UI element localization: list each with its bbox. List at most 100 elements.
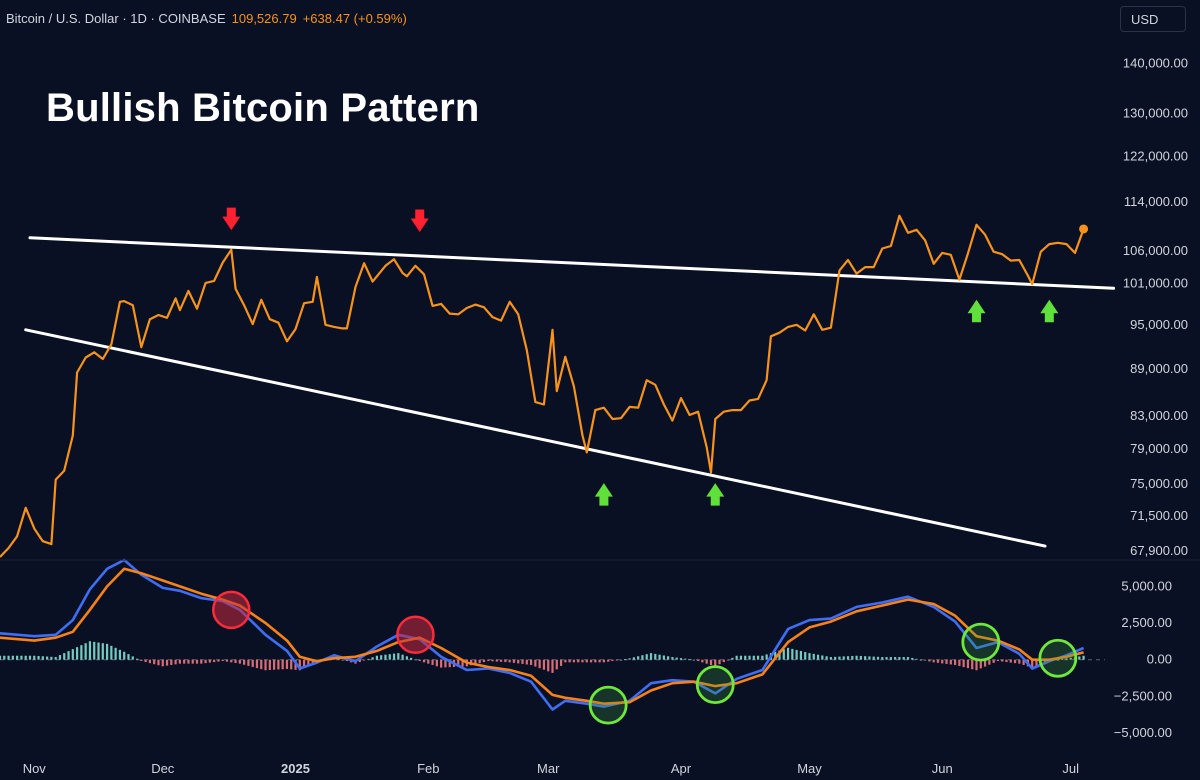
histogram-bar — [384, 654, 387, 660]
macd-axis-label: 5,000.00 — [1121, 578, 1172, 593]
histogram-bar — [675, 657, 678, 660]
x-axis-label: 2025 — [281, 761, 310, 776]
histogram-bar — [1069, 657, 1072, 660]
histogram-bar — [521, 659, 524, 664]
histogram-bar — [371, 657, 374, 660]
histogram-bar — [919, 659, 922, 661]
histogram-bar — [551, 659, 554, 673]
histogram-bar — [307, 659, 310, 666]
histogram-bar — [825, 656, 828, 660]
histogram-bar — [273, 659, 276, 670]
histogram-bar — [46, 656, 49, 660]
histogram-bar — [457, 659, 460, 667]
histogram-bar — [448, 659, 451, 668]
histogram-bar — [187, 659, 190, 664]
histogram-bar — [54, 657, 57, 660]
x-axis-label: Jul — [1062, 761, 1079, 776]
histogram-bar — [358, 659, 361, 663]
histogram-bar — [0, 655, 2, 660]
histogram-bar — [748, 655, 751, 660]
histogram-bar — [971, 659, 974, 670]
histogram-bar — [816, 654, 820, 660]
histogram-bar — [589, 659, 593, 663]
histogram-bar — [431, 659, 434, 665]
histogram-bar — [872, 656, 875, 660]
histogram-bar — [979, 659, 982, 669]
x-axis-label: Mar — [537, 761, 560, 776]
histogram-bar — [221, 659, 224, 662]
histogram-bar — [598, 659, 601, 663]
histogram-bar — [230, 659, 233, 663]
up-arrow-icon — [1040, 299, 1059, 323]
up-arrow-icon — [706, 483, 725, 506]
histogram-bar — [774, 651, 777, 660]
histogram-bar — [808, 653, 811, 660]
histogram-bar — [33, 655, 36, 660]
histogram-bar — [1061, 659, 1064, 660]
histogram-bar — [881, 657, 884, 660]
histogram-bar — [517, 659, 520, 664]
histogram-bar — [838, 656, 841, 660]
histogram-bar — [392, 653, 396, 660]
histogram-bar — [93, 641, 96, 660]
histogram-bar — [118, 649, 122, 660]
price-axis-label: 71,500.00 — [1130, 508, 1188, 523]
x-axis-label: May — [797, 761, 822, 776]
macd-axis-label: −2,500.00 — [1114, 688, 1172, 703]
price-axis-label: 79,000.00 — [1130, 441, 1188, 456]
histogram-bar — [714, 659, 717, 667]
histogram-bar — [1001, 659, 1004, 662]
histogram-bar — [658, 654, 661, 660]
histogram-bar — [101, 643, 104, 660]
histogram-bar — [684, 658, 687, 660]
histogram-bar — [529, 659, 533, 665]
histogram-bar — [898, 657, 901, 660]
histogram-bar — [538, 659, 541, 669]
histogram-bar — [144, 659, 147, 663]
histogram-bar — [414, 659, 417, 661]
support-trendline — [24, 328, 1047, 548]
histogram-bar — [362, 659, 366, 661]
histogram-bar — [345, 659, 349, 662]
histogram-bar — [1082, 655, 1085, 660]
histogram-bar — [924, 659, 927, 661]
bullish-crossover-circle — [588, 685, 628, 725]
histogram-bar — [966, 659, 970, 669]
histogram-bar — [975, 659, 978, 671]
histogram-bar — [667, 656, 670, 660]
histogram-bar — [718, 659, 721, 665]
currency-button[interactable]: USD — [1120, 6, 1186, 32]
histogram-bar — [932, 659, 935, 663]
histogram-bar — [679, 658, 683, 660]
histogram-bar — [709, 659, 713, 665]
histogram-bar — [731, 657, 734, 660]
histogram-bar — [148, 659, 152, 664]
x-axis-label: Feb — [417, 761, 439, 776]
histogram-bar — [478, 659, 481, 664]
histogram-bar — [422, 659, 426, 663]
histogram-bar — [410, 657, 413, 660]
histogram-bar — [367, 658, 370, 660]
histogram-bar — [624, 659, 627, 660]
histogram-bar — [178, 659, 181, 664]
histogram-bar — [512, 659, 516, 663]
histogram-bar — [765, 654, 768, 660]
histogram-bar — [191, 659, 194, 664]
histogram-bar — [756, 655, 760, 660]
histogram-bar — [1078, 656, 1081, 660]
histogram-bar — [1031, 659, 1034, 668]
histogram-bar — [846, 656, 850, 660]
histogram-bar — [628, 658, 631, 660]
up-arrow-icon — [594, 483, 613, 506]
histogram-bar — [88, 641, 92, 660]
histogram-bar — [311, 659, 314, 664]
macd-axis-label: −5,000.00 — [1114, 725, 1172, 740]
histogram-bar — [936, 659, 940, 663]
histogram-bar — [851, 655, 854, 660]
histogram-bar — [7, 655, 10, 660]
histogram-bar — [885, 657, 888, 660]
histogram-bar — [864, 656, 867, 660]
histogram-bar — [11, 655, 14, 660]
histogram-bar — [1022, 659, 1025, 665]
price-axis-label: 75,000.00 — [1130, 476, 1188, 491]
